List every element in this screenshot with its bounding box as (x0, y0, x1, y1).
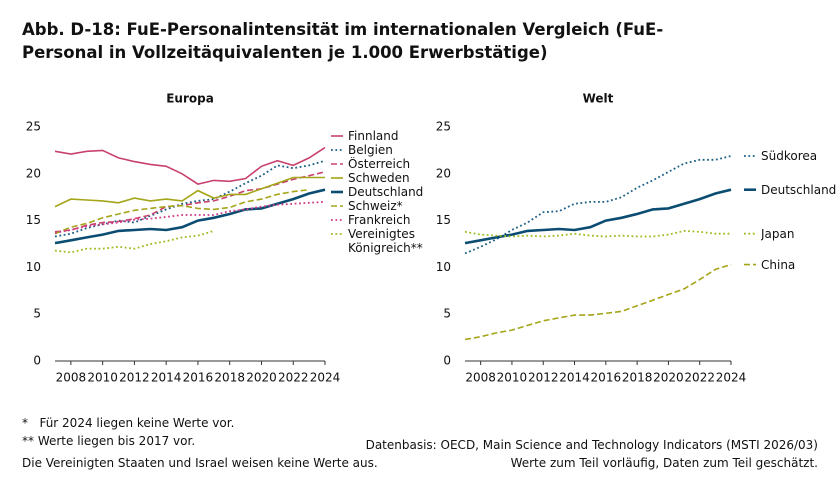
legend-item: Japan (761, 226, 795, 241)
legend-item: Österreich (348, 157, 411, 171)
legend-item: Schweden (348, 171, 410, 185)
x-tick-label: 2014 (151, 371, 182, 385)
legend-label: Deutschland (348, 185, 424, 199)
source: Datenbasis: OECD, Main Science and Techn… (365, 438, 818, 452)
x-tick-label: 2016 (591, 371, 622, 385)
legend-item: Vereinigtes Königreich** (348, 227, 423, 255)
series-line (54, 230, 215, 254)
legend-label: Frankreich (348, 213, 411, 227)
y-tick-label: 20 (26, 166, 41, 180)
x-tick-label: 2020 (246, 371, 277, 385)
footnote: Die Vereinigten Staaten und Israel weise… (22, 456, 378, 470)
legend-item: Deutschland (348, 185, 424, 199)
legend-label: Schweden (348, 171, 410, 185)
series-line (54, 176, 325, 208)
legend-item: Schweiz* (348, 199, 403, 213)
y-tick-label: 5 (33, 307, 41, 321)
footnote: ** Werte liegen bis 2017 vor. (22, 434, 196, 448)
series-line (54, 188, 310, 235)
x-tick-label: 2008 (56, 371, 87, 385)
legend-label: Deutschland (761, 182, 837, 197)
series-line (54, 201, 326, 234)
legend-label: Vereinigtes Königreich** (348, 227, 423, 255)
x-tick-label: 2024 (310, 371, 341, 385)
legend-label: China (761, 257, 796, 272)
y-tick-label: 0 (443, 354, 451, 368)
x-tick-label: 2018 (622, 371, 653, 385)
legend-item: Südkorea (761, 149, 818, 164)
legend-label: Österreich (348, 157, 411, 171)
y-tick-label: 15 (26, 213, 41, 227)
series-line (54, 171, 326, 233)
y-tick-label: 15 (436, 213, 451, 227)
x-tick-label: 2024 (716, 371, 747, 385)
legend-item: Deutschland (761, 182, 837, 197)
x-tick-label: 2018 (214, 371, 245, 385)
chart-title: Welt (583, 92, 614, 106)
series-line (54, 146, 326, 185)
y-tick-label: 5 (443, 307, 451, 321)
x-tick-label: 2008 (465, 371, 496, 385)
series-line (54, 188, 326, 245)
y-tick-label: 0 (33, 354, 41, 368)
legend-item: Frankreich (348, 213, 411, 227)
x-tick-label: 2016 (183, 371, 214, 385)
legend-item: Finnland (348, 129, 399, 143)
series-line (464, 263, 732, 341)
legend-label: Japan (761, 226, 795, 241)
legend-label: Schweiz* (348, 199, 403, 213)
legend-label: Finnland (348, 129, 399, 143)
x-tick-label: 2010 (87, 371, 118, 385)
series-line (464, 155, 732, 255)
y-tick-label: 10 (26, 260, 41, 274)
legend-item: China (761, 257, 796, 272)
y-tick-label: 25 (26, 120, 41, 134)
chart-title: Europa (166, 92, 214, 106)
source: Werte zum Teil vorläufig, Daten zum Teil… (510, 456, 818, 470)
x-tick-label: 2022 (278, 371, 309, 385)
footnote: * Für 2024 liegen keine Werte vor. (22, 416, 235, 430)
x-tick-label: 2014 (559, 371, 590, 385)
y-tick-label: 10 (436, 260, 451, 274)
legend-label: Südkorea (761, 149, 818, 164)
x-tick-label: 2022 (684, 371, 715, 385)
y-tick-label: 25 (436, 120, 451, 134)
x-tick-label: 2020 (653, 371, 684, 385)
series-line (464, 229, 731, 238)
y-tick-label: 20 (436, 166, 451, 180)
x-tick-label: 2012 (528, 371, 559, 385)
series-line (464, 188, 732, 245)
legend-item: Belgien (348, 143, 393, 157)
x-tick-label: 2010 (497, 371, 528, 385)
series-line (54, 159, 326, 238)
x-tick-label: 2012 (119, 371, 150, 385)
legend-label: Belgien (348, 143, 393, 157)
page-title: Abb. D-18: FuE-Personalintensität im int… (22, 20, 664, 62)
